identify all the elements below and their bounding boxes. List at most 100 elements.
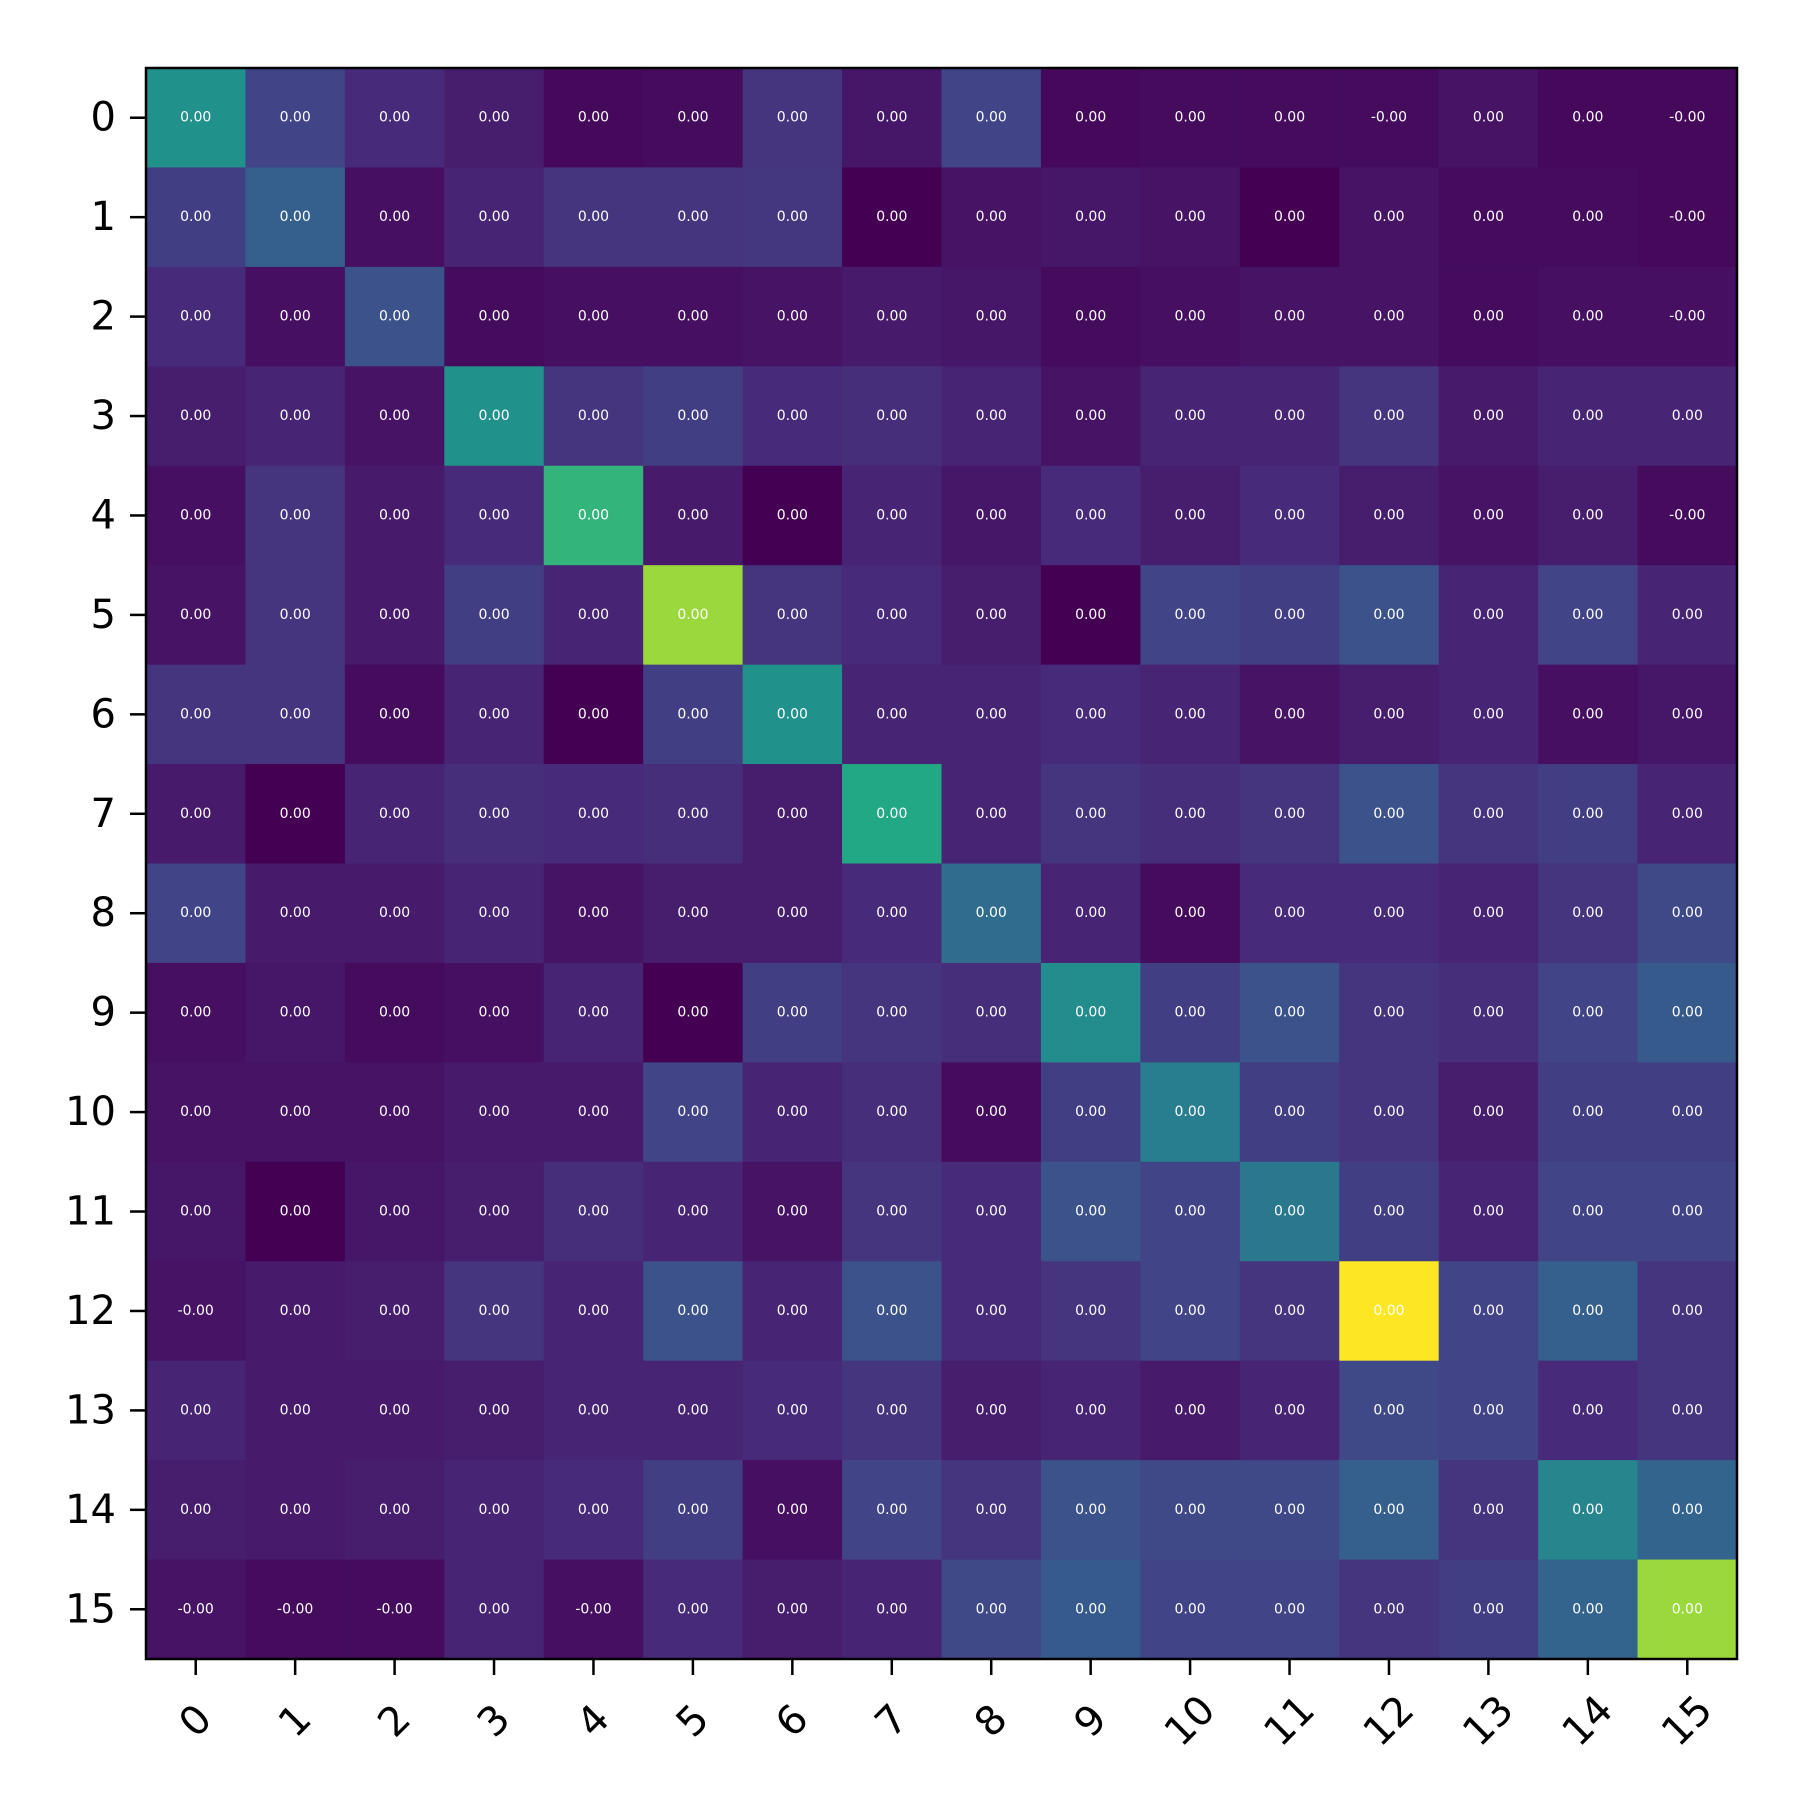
cell-label-r10-c0: 0.00	[180, 1104, 211, 1120]
heatmap-cell-r8-c2	[344, 863, 445, 964]
cell-label-r2-c2: 0.00	[379, 309, 410, 325]
y-tick-label-1: 1	[91, 194, 116, 240]
heatmap-cell-r9-c10	[1140, 962, 1241, 1063]
heatmap-cell-r3-c8	[941, 366, 1042, 467]
heatmap-cell-r10-c8	[941, 1062, 1042, 1163]
heatmap-cell-r4-c8	[941, 465, 1042, 566]
cell-label-r11-c9: 0.00	[1075, 1204, 1106, 1220]
cell-label-r3-c6: 0.00	[777, 408, 808, 424]
heatmap-cell-r2-c2	[344, 266, 445, 367]
heatmap-cell-r13-c6	[742, 1360, 843, 1461]
cell-label-r12-c11: 0.00	[1274, 1303, 1305, 1319]
cell-label-r11-c11: 0.00	[1274, 1204, 1305, 1220]
cell-label-r6-c7: 0.00	[876, 706, 907, 722]
x-tick-label-10: 10	[1156, 1687, 1225, 1756]
cell-label-r11-c4: 0.00	[578, 1204, 609, 1220]
cell-label-r6-c10: 0.00	[1175, 706, 1206, 722]
heatmap-cell-r0-c5	[643, 68, 744, 169]
heatmap-cell-r14-c14	[1538, 1460, 1639, 1561]
cell-label-r5-c3: 0.00	[478, 607, 509, 623]
heatmap-cell-r7-c11	[1239, 764, 1340, 865]
cell-label-r9-c4: 0.00	[578, 1005, 609, 1021]
heatmap-cell-r8-c7	[842, 863, 943, 964]
cell-label-r0-c0: 0.00	[180, 110, 211, 126]
heatmap-cell-r3-c10	[1140, 366, 1241, 467]
cell-label-r0-c2: 0.00	[379, 110, 410, 126]
cell-label-r2-c0: 0.00	[180, 309, 211, 325]
cell-label-r0-c14: 0.00	[1572, 110, 1603, 126]
heatmap-cell-r10-c0	[146, 1062, 247, 1163]
cell-label-r13-c5: 0.00	[677, 1402, 708, 1418]
cell-label-r10-c7: 0.00	[876, 1104, 907, 1120]
heatmap-cell-r15-c4	[543, 1559, 644, 1660]
cell-label-r10-c14: 0.00	[1572, 1104, 1603, 1120]
heatmap-cell-r13-c4	[543, 1360, 644, 1461]
heatmap-cell-r10-c12	[1339, 1062, 1440, 1163]
heatmap-cell-r12-c13	[1438, 1261, 1539, 1362]
cell-label-r11-c10: 0.00	[1175, 1204, 1206, 1220]
cell-label-r9-c15: 0.00	[1672, 1005, 1703, 1021]
heatmap-cell-r1-c8	[941, 167, 1042, 268]
heatmap-cell-r13-c15	[1637, 1360, 1738, 1461]
cell-label-r7-c9: 0.00	[1075, 806, 1106, 822]
cell-label-r15-c5: 0.00	[677, 1601, 708, 1617]
heatmap-cell-r3-c3	[444, 366, 545, 467]
cell-label-r14-c13: 0.00	[1473, 1502, 1504, 1518]
cell-label-r1-c13: 0.00	[1473, 209, 1504, 225]
cell-label-r15-c3: 0.00	[478, 1601, 509, 1617]
heatmap-cell-r7-c14	[1538, 764, 1639, 865]
cell-label-r15-c0: -0.00	[178, 1601, 214, 1617]
cell-label-r7-c5: 0.00	[677, 806, 708, 822]
cell-label-r14-c15: 0.00	[1672, 1502, 1703, 1518]
cell-label-r1-c4: 0.00	[578, 209, 609, 225]
heatmap-cell-r7-c9	[1040, 764, 1141, 865]
heatmap-cell-r13-c7	[842, 1360, 943, 1461]
heatmap-cell-r14-c12	[1339, 1460, 1440, 1561]
cell-label-r7-c6: 0.00	[777, 806, 808, 822]
cell-label-r4-c15: -0.00	[1669, 507, 1705, 523]
cell-label-r3-c13: 0.00	[1473, 408, 1504, 424]
cell-label-r0-c13: 0.00	[1473, 110, 1504, 126]
heatmap-cell-r0-c6	[742, 68, 843, 169]
heatmap-cell-r7-c15	[1637, 764, 1738, 865]
heatmap-cell-r14-c0	[146, 1460, 247, 1561]
cell-label-r6-c8: 0.00	[976, 706, 1007, 722]
cell-label-r12-c0: -0.00	[178, 1303, 214, 1319]
cell-label-r1-c2: 0.00	[379, 209, 410, 225]
heatmap-cell-r11-c14	[1538, 1161, 1639, 1262]
heatmap-cell-r4-c1	[245, 465, 346, 566]
cell-label-r13-c2: 0.00	[379, 1402, 410, 1418]
heatmap-cell-r0-c12	[1339, 68, 1440, 169]
cell-label-r0-c10: 0.00	[1175, 110, 1206, 126]
cell-label-r10-c15: 0.00	[1672, 1104, 1703, 1120]
heatmap-cell-r4-c10	[1140, 465, 1241, 566]
heatmap-cell-r1-c5	[643, 167, 744, 268]
heatmap-cell-r14-c13	[1438, 1460, 1539, 1561]
heatmap-cell-r9-c9	[1040, 962, 1141, 1063]
cell-label-r5-c11: 0.00	[1274, 607, 1305, 623]
heatmap-cell-r13-c9	[1040, 1360, 1141, 1461]
cell-label-r11-c3: 0.00	[478, 1204, 509, 1220]
heatmap-cell-r13-c11	[1239, 1360, 1340, 1461]
heatmap-cell-r4-c15	[1637, 465, 1738, 566]
heatmap-cell-r1-c2	[344, 167, 445, 268]
cell-label-r4-c11: 0.00	[1274, 507, 1305, 523]
cell-label-r8-c13: 0.00	[1473, 905, 1504, 921]
cell-label-r13-c15: 0.00	[1672, 1402, 1703, 1418]
y-tick-label-12: 12	[65, 1288, 116, 1334]
heatmap-cell-r0-c7	[842, 68, 943, 169]
heatmap-cell-r12-c1	[245, 1261, 346, 1362]
heatmap-cell-r7-c12	[1339, 764, 1440, 865]
heatmap-cell-r4-c9	[1040, 465, 1141, 566]
heatmap-cell-r10-c1	[245, 1062, 346, 1163]
cell-label-r15-c4: -0.00	[575, 1601, 611, 1617]
heatmap-cell-r7-c5	[643, 764, 744, 865]
cell-label-r5-c1: 0.00	[280, 607, 311, 623]
cell-label-r12-c7: 0.00	[876, 1303, 907, 1319]
cell-label-r1-c5: 0.00	[677, 209, 708, 225]
cell-label-r15-c7: 0.00	[876, 1601, 907, 1617]
heatmap-cell-r9-c1	[245, 962, 346, 1063]
cell-label-r7-c4: 0.00	[578, 806, 609, 822]
cell-label-r13-c7: 0.00	[876, 1402, 907, 1418]
cell-label-r13-c14: 0.00	[1572, 1402, 1603, 1418]
